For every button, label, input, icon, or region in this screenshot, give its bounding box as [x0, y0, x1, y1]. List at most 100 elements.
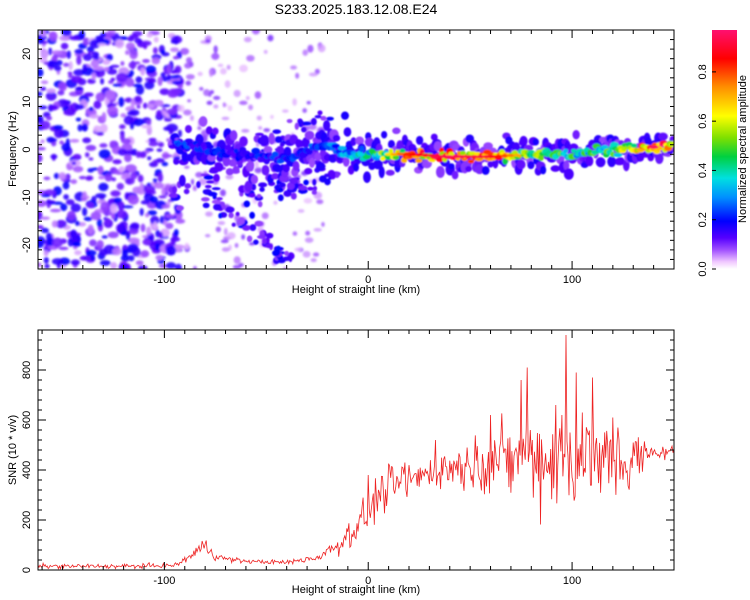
ridge-halo [585, 155, 594, 167]
noise-blob [165, 262, 177, 269]
noise-blob [130, 98, 135, 109]
ridge-core [571, 148, 577, 153]
noise-blob [155, 242, 160, 252]
noise-blob [149, 196, 158, 204]
noise-blob [88, 106, 94, 112]
ridge-core [206, 144, 214, 149]
branch-blob [225, 168, 234, 176]
noise-blob [127, 243, 139, 252]
noise-blob [302, 250, 311, 258]
branch-blob [168, 192, 178, 198]
noise-blob [124, 150, 137, 155]
noise-blob [97, 43, 107, 47]
ridge-halo [181, 151, 189, 163]
noise-blob [74, 48, 84, 55]
colorbar-tick-label: 0.6 [697, 114, 709, 129]
noise-blob [145, 147, 154, 152]
noise-blob [82, 64, 88, 72]
noise-blob [135, 150, 142, 158]
noise-blob [40, 80, 49, 85]
noise-blob [124, 177, 135, 185]
noise-blob [294, 247, 302, 252]
noise-blob [110, 190, 121, 197]
noise-blob [101, 112, 107, 122]
noise-blob [177, 104, 185, 113]
noise-blob [134, 95, 142, 103]
noise-blob [51, 50, 63, 55]
noise-blob [71, 75, 83, 83]
ridge-peak [390, 152, 399, 156]
branch-blob [274, 185, 280, 191]
noise-blob [241, 234, 246, 240]
noise-blob [58, 82, 66, 90]
ridge-peak [433, 154, 442, 158]
y-tick-label: 600 [21, 411, 33, 429]
noise-blob [175, 218, 186, 224]
spectrogram-noise-layer [38, 30, 326, 269]
noise-blob [184, 165, 190, 169]
noise-blob [302, 49, 309, 56]
y-tick-label: -20 [21, 237, 33, 253]
branch-blob [216, 197, 223, 201]
noise-blob [270, 114, 274, 119]
noise-blob [124, 192, 130, 201]
noise-blob [60, 42, 69, 50]
branch-blob [211, 187, 221, 191]
ridge-peak [402, 152, 411, 156]
noise-blob [82, 137, 92, 144]
noise-blob [152, 159, 159, 165]
noise-blob [81, 123, 88, 132]
branch-blob [262, 238, 267, 245]
noise-blob [69, 229, 78, 239]
noise-blob [88, 157, 94, 161]
ridge-halo [532, 138, 539, 146]
branch-blob [246, 235, 253, 243]
ridge-core [251, 147, 261, 155]
noise-blob [170, 88, 183, 95]
colorbar-ticks: 0.0 0.2 0.4 0.6 0.8 [697, 64, 716, 277]
noise-blob [38, 262, 42, 268]
x-tick-label: 0 [365, 575, 371, 587]
noise-blob [159, 88, 170, 96]
ridge-halo [481, 166, 490, 175]
noise-blob [68, 61, 73, 71]
noise-blob [66, 50, 71, 59]
colorbar-label: Normalized spectral amplitude [737, 75, 749, 223]
colorbar: 0.0 0.2 0.4 0.6 0.8 Normalized spectral ampl… [697, 30, 749, 277]
noise-blob [81, 197, 88, 202]
noise-blob [107, 106, 119, 117]
noise-blob [152, 178, 158, 184]
noise-blob [129, 49, 138, 60]
branch-blob [312, 178, 317, 186]
branch-blob [277, 258, 286, 264]
noise-blob [111, 177, 117, 182]
noise-blob [61, 30, 72, 37]
noise-blob [141, 124, 152, 129]
branch-blob [314, 114, 322, 119]
ridge-halo [308, 157, 316, 168]
noise-blob [78, 30, 86, 39]
branch-blob [326, 116, 334, 121]
noise-blob [95, 92, 106, 102]
ridge-halo [387, 140, 396, 149]
branch-blob [203, 175, 214, 180]
noise-blob [43, 256, 49, 264]
y-tick-label: -10 [21, 189, 33, 205]
noise-blob [75, 87, 84, 91]
branch-blob [312, 185, 318, 191]
ridge-halo [350, 137, 357, 146]
noise-blob [100, 201, 110, 212]
noise-blob [90, 59, 100, 68]
noise-blob [78, 175, 87, 180]
ridge-core [392, 155, 400, 160]
noise-blob [147, 210, 158, 216]
noise-blob [48, 104, 58, 111]
noise-blob [155, 254, 164, 261]
ridge-core [436, 157, 444, 163]
noise-blob [38, 225, 44, 229]
noise-blob [313, 228, 322, 232]
noise-blob [120, 254, 130, 262]
noise-blob [117, 201, 125, 211]
noise-blob [40, 139, 45, 144]
